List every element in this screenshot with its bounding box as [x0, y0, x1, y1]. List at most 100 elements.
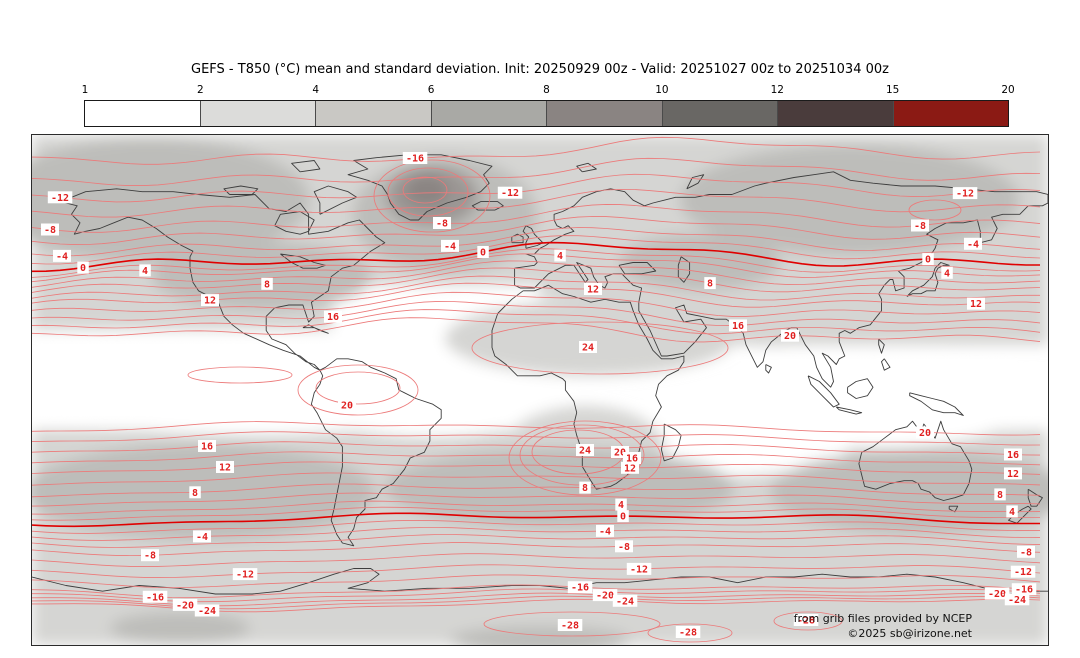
contour-label: -8 [41, 223, 59, 236]
contour-label-text: -12 [1014, 567, 1032, 578]
contour-label-text: 12 [1007, 469, 1019, 480]
contour-label: 12 [621, 461, 639, 474]
contour-label-box [1006, 505, 1018, 518]
contour-label-text: 4 [142, 266, 148, 277]
contour-label: -12 [952, 187, 978, 200]
contour-label: -20 [984, 587, 1010, 600]
coastline [511, 233, 524, 244]
contour-label-box [626, 562, 652, 575]
contour-label: 16 [198, 440, 216, 453]
contour-label-box [477, 246, 489, 258]
contour-label-box [623, 452, 641, 464]
contour-label-box [617, 510, 629, 523]
contour-label: 12 [584, 283, 602, 296]
stddev-region [300, 353, 560, 437]
contour-label-text: -12 [501, 188, 519, 199]
colorbar-segment [661, 101, 777, 126]
contour-label: -8 [911, 219, 929, 232]
contour-label-text: -4 [444, 241, 456, 252]
contour-label: -16 [402, 152, 428, 165]
contour-label-text: 12 [219, 463, 231, 474]
contour-label: 12 [1004, 467, 1022, 480]
contour-line-closed [508, 420, 662, 496]
contour-label-text: 16 [327, 312, 339, 323]
contour-label-text: -4 [599, 526, 611, 537]
contour-label-box [615, 540, 633, 553]
contour-line [32, 431, 1041, 446]
colorbar-tick-label: 10 [655, 84, 669, 96]
contour-label: 24 [576, 444, 594, 457]
contour-line-closed [471, 321, 729, 375]
contour-label-text: 4 [557, 251, 563, 262]
contour-label-text: -16 [1015, 585, 1033, 596]
contour-label: -16 [142, 590, 168, 603]
credit-author: ©2025 sb@irizone.net [847, 627, 972, 640]
contour-label-text: 4 [1009, 507, 1015, 518]
stddev-region [680, 290, 860, 346]
contour-label-text: 12 [970, 299, 982, 310]
contour-line [32, 291, 1041, 317]
colorbar-tick-label: 12 [770, 84, 784, 96]
colorbar-segment [892, 101, 1008, 126]
contour-label-box [579, 481, 591, 494]
contour-label: -24 [194, 604, 220, 617]
colorbar-tick-label: 20 [1001, 84, 1015, 96]
contour-label: -4 [441, 239, 459, 252]
contour-label: -12 [232, 568, 258, 581]
contour-label: 16 [623, 452, 641, 465]
contour-line [32, 235, 1041, 265]
coastline [906, 262, 950, 297]
colorbar-segment [430, 101, 546, 126]
contour-label-box [567, 581, 593, 594]
colorbar-tick-label: 15 [885, 84, 900, 96]
contour-label-text: 16 [732, 321, 744, 332]
contour-label-text: -8 [436, 219, 448, 230]
contour-label: 4 [139, 264, 151, 277]
coastline [765, 364, 772, 374]
contour-label-text: -20 [596, 591, 614, 602]
contour-label-text: 4 [618, 500, 624, 511]
contour-line [32, 506, 1040, 521]
contour-label: -20 [592, 589, 618, 602]
contour-label: -8 [433, 217, 451, 230]
contour-line [32, 472, 1041, 486]
contour-label: 20 [916, 426, 934, 439]
contour-line-closed [315, 371, 401, 405]
contour-label-box [47, 191, 73, 204]
contour-label-text: 16 [626, 454, 638, 465]
contour-line [32, 564, 1041, 579]
contour-label: -4 [596, 524, 614, 537]
contour-label-text: 16 [1007, 450, 1019, 461]
coastline [274, 211, 315, 235]
contour-label-box [232, 568, 258, 581]
contour-line [32, 173, 1041, 203]
contour-label-box [261, 277, 273, 290]
contour-label-box [338, 399, 356, 411]
contour-label-text: -28 [679, 628, 697, 639]
colorbar-segment [315, 101, 431, 126]
colorbar-segment [85, 101, 200, 126]
contour-label: -8 [615, 540, 633, 553]
contour-label-text: 24 [579, 446, 591, 457]
contour-label: 8 [579, 481, 591, 494]
contour-label-box [441, 239, 459, 252]
contour-label-text: -8 [914, 221, 926, 232]
contour-label-box [941, 266, 953, 279]
contour-label: -8 [141, 549, 159, 562]
coastline [291, 160, 321, 173]
contour-label: 8 [704, 277, 716, 290]
colorbar-tick-label: 1 [81, 84, 89, 96]
contour-label: -28 [557, 619, 583, 632]
contour-label: -28 [675, 626, 701, 639]
stddev-region [405, 176, 449, 206]
contour-label-box [141, 549, 159, 562]
contour-label-box [216, 461, 234, 473]
contour-label-box [675, 626, 701, 638]
contour-line [32, 203, 1041, 233]
contour-label-text: 12 [624, 463, 636, 474]
contour-label: 16 [729, 319, 747, 332]
contour-label-box [324, 310, 342, 323]
contour-label-box [402, 152, 428, 164]
contour-label-box [952, 187, 978, 200]
